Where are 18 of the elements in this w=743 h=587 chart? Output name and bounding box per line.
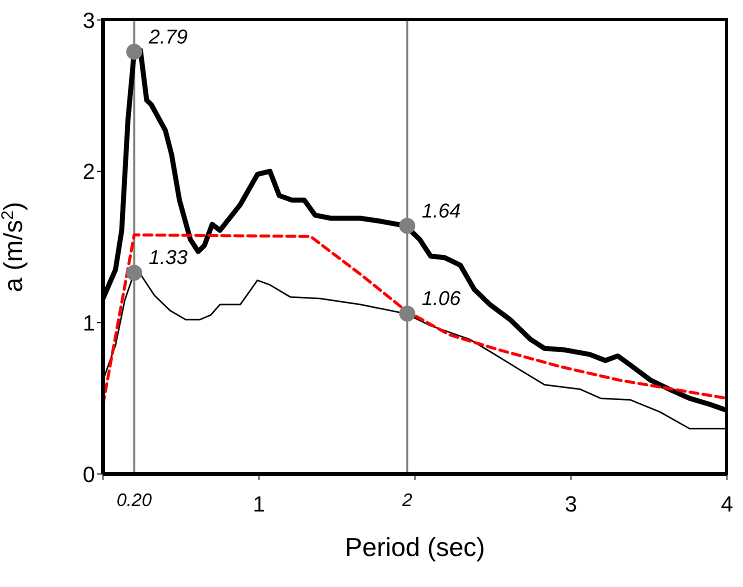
point [126, 44, 142, 60]
ref-line-label: 2 [401, 490, 412, 510]
point [126, 264, 142, 281]
x-tick-label: 3 [564, 492, 578, 517]
x-tick-label: 4 [720, 492, 734, 517]
y-tick-label: 0 [82, 462, 95, 487]
data-label: 1.64 [422, 200, 461, 222]
ref-line-label: 0.20 [116, 490, 152, 510]
y-tick-label: 1 [82, 310, 95, 336]
data-label: 2.79 [148, 26, 188, 48]
y-tick-label: 3 [82, 8, 95, 33]
data-label: 1.33 [148, 247, 188, 270]
y-tick-label: 2 [82, 159, 95, 184]
x-tick-label: 1 [252, 492, 266, 517]
data-label: 1.06 [422, 288, 462, 310]
x-axis-title: Period (sec) [344, 532, 486, 562]
point [399, 218, 416, 234]
point [399, 306, 416, 322]
